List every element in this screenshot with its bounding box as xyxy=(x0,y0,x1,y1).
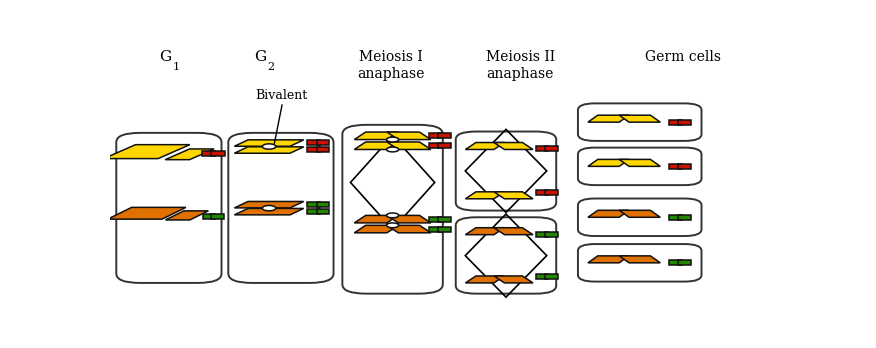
Text: 1: 1 xyxy=(173,62,180,72)
Polygon shape xyxy=(166,149,214,160)
Bar xyxy=(316,147,329,152)
Polygon shape xyxy=(465,228,505,235)
Polygon shape xyxy=(108,207,186,219)
Bar xyxy=(545,274,557,279)
Text: G: G xyxy=(159,50,172,64)
Bar xyxy=(429,227,442,232)
Circle shape xyxy=(262,144,276,149)
Circle shape xyxy=(262,205,276,211)
Polygon shape xyxy=(494,276,533,283)
Bar xyxy=(535,190,548,195)
Polygon shape xyxy=(494,143,533,150)
Bar xyxy=(669,120,682,125)
Circle shape xyxy=(386,213,399,218)
Bar xyxy=(545,190,557,195)
Polygon shape xyxy=(387,215,431,223)
Polygon shape xyxy=(465,143,505,150)
Bar xyxy=(678,215,691,220)
Polygon shape xyxy=(235,140,304,146)
Bar xyxy=(211,214,223,219)
Bar xyxy=(545,147,557,151)
FancyBboxPatch shape xyxy=(578,198,702,236)
FancyBboxPatch shape xyxy=(578,244,702,282)
Bar xyxy=(535,232,548,237)
Bar xyxy=(438,143,451,148)
Polygon shape xyxy=(619,159,661,166)
Bar xyxy=(429,143,442,148)
Bar xyxy=(669,164,682,169)
Bar xyxy=(545,232,557,237)
Polygon shape xyxy=(494,228,533,235)
Text: Bivalent: Bivalent xyxy=(256,89,307,102)
Bar xyxy=(429,216,442,222)
FancyBboxPatch shape xyxy=(117,133,222,283)
Polygon shape xyxy=(588,115,629,122)
FancyBboxPatch shape xyxy=(578,103,702,141)
Polygon shape xyxy=(354,225,399,233)
FancyBboxPatch shape xyxy=(578,148,702,185)
Bar xyxy=(669,260,682,266)
Bar xyxy=(535,147,548,151)
FancyBboxPatch shape xyxy=(343,125,443,294)
Polygon shape xyxy=(235,147,304,153)
Bar xyxy=(678,120,691,125)
Bar xyxy=(211,151,225,156)
Bar xyxy=(307,201,321,207)
Circle shape xyxy=(386,147,399,152)
Text: Meiosis I
anaphase: Meiosis I anaphase xyxy=(357,50,425,81)
Bar xyxy=(316,201,329,207)
Polygon shape xyxy=(387,225,431,233)
Polygon shape xyxy=(619,256,661,263)
Bar xyxy=(535,274,548,279)
Text: Meiosis II
anaphase: Meiosis II anaphase xyxy=(485,50,555,81)
FancyBboxPatch shape xyxy=(229,133,334,283)
FancyBboxPatch shape xyxy=(456,132,556,211)
Polygon shape xyxy=(166,211,208,220)
Polygon shape xyxy=(465,192,505,199)
Bar xyxy=(438,216,451,222)
Polygon shape xyxy=(588,210,629,217)
Bar xyxy=(307,147,321,152)
Polygon shape xyxy=(235,208,304,215)
Polygon shape xyxy=(465,276,505,283)
Bar xyxy=(202,214,215,219)
Text: Germ cells: Germ cells xyxy=(645,50,721,64)
Polygon shape xyxy=(354,142,399,150)
Polygon shape xyxy=(494,192,533,199)
Bar xyxy=(316,208,329,214)
FancyBboxPatch shape xyxy=(456,217,556,294)
Polygon shape xyxy=(588,159,629,166)
Polygon shape xyxy=(387,132,431,140)
Polygon shape xyxy=(354,132,399,140)
Circle shape xyxy=(386,137,399,142)
Polygon shape xyxy=(235,201,304,208)
Bar xyxy=(429,133,442,139)
Bar xyxy=(307,140,321,145)
Polygon shape xyxy=(103,145,190,159)
Polygon shape xyxy=(619,115,661,122)
Circle shape xyxy=(386,223,399,228)
Polygon shape xyxy=(588,256,629,263)
Bar xyxy=(669,215,682,220)
Text: G: G xyxy=(254,50,266,64)
Bar xyxy=(316,140,329,145)
Polygon shape xyxy=(619,210,661,217)
Bar xyxy=(201,151,215,156)
Bar xyxy=(438,133,451,139)
Bar xyxy=(307,208,321,214)
Polygon shape xyxy=(387,142,431,150)
Bar xyxy=(678,260,691,266)
Text: 2: 2 xyxy=(267,62,275,72)
Bar xyxy=(438,227,451,232)
Bar xyxy=(678,164,691,169)
Polygon shape xyxy=(354,215,399,223)
